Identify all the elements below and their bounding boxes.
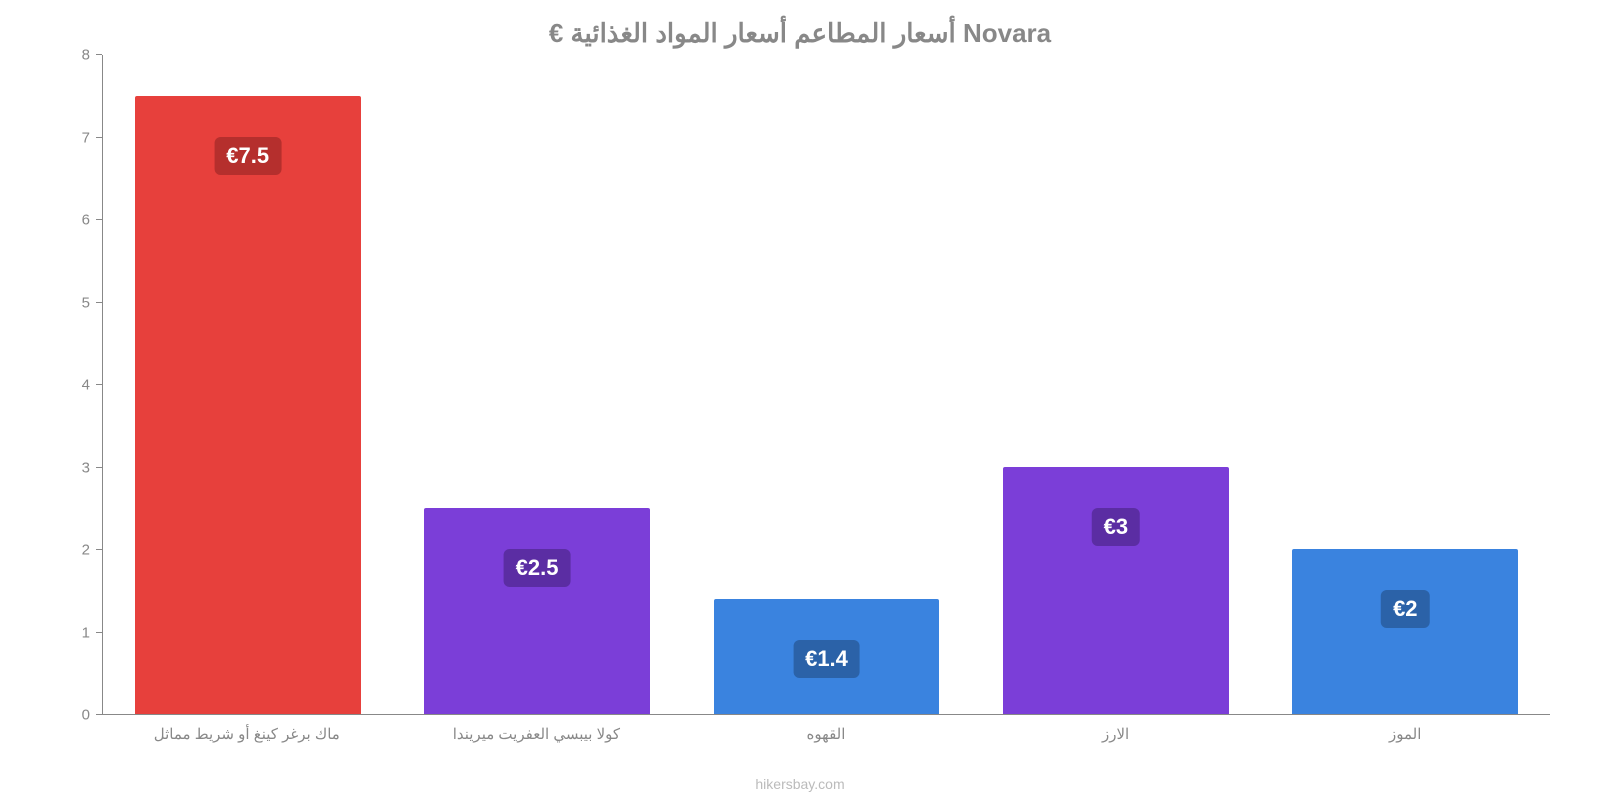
y-tick-label: 6 <box>60 212 90 229</box>
bar-value-label: €2.5 <box>504 549 571 587</box>
y-tick-label: 7 <box>60 129 90 146</box>
bar-value-label: €1.4 <box>793 640 860 678</box>
bar-slot: €7.5 <box>103 55 392 714</box>
attribution-text: hikersbay.com <box>0 776 1600 792</box>
bar-slot: €2.5 <box>392 55 681 714</box>
y-tick-label: 8 <box>60 47 90 64</box>
bar-value-label: €3 <box>1092 508 1140 546</box>
bar: €2 <box>1292 549 1518 714</box>
bar: €1.4 <box>714 599 940 714</box>
x-axis: ماك برغر كينغ أو شريط مماثلكولا بيبسي ال… <box>102 725 1550 743</box>
chart-title: € أسعار المطاعم أسعار المواد الغذائية No… <box>40 18 1560 49</box>
x-tick-label: كولا بيبسي العفريت ميريندا <box>392 725 682 743</box>
bar: €3 <box>1003 467 1229 714</box>
y-axis: 012345678 <box>60 55 96 715</box>
plot-area: €7.5 €2.5 €1.4 €3 €2 <box>102 55 1550 715</box>
bar-slot: €1.4 <box>682 55 971 714</box>
bar: €2.5 <box>424 508 650 714</box>
x-tick-label: ماك برغر كينغ أو شريط مماثل <box>102 725 392 743</box>
y-tick-label: 2 <box>60 542 90 559</box>
y-tick-label: 4 <box>60 377 90 394</box>
plot-wrap: 012345678 €7.5€2.5€1.4€3€2 ماك برغر كينغ… <box>60 55 1550 715</box>
bar-value-label: €7.5 <box>214 137 281 175</box>
bar-slot: €3 <box>971 55 1260 714</box>
y-tick-label: 0 <box>60 707 90 724</box>
x-tick-label: الارز <box>971 725 1261 743</box>
x-tick-label: القهوه <box>681 725 971 743</box>
chart-container: € أسعار المطاعم أسعار المواد الغذائية No… <box>0 0 1600 800</box>
y-tick-label: 5 <box>60 294 90 311</box>
bar-slot: €2 <box>1261 55 1550 714</box>
y-tick-label: 3 <box>60 459 90 476</box>
x-tick-label: الموز <box>1260 725 1550 743</box>
y-tick-label: 1 <box>60 624 90 641</box>
bar: €7.5 <box>135 96 361 714</box>
bars-row: €7.5 €2.5 €1.4 €3 €2 <box>103 55 1550 714</box>
bar-value-label: €2 <box>1381 590 1429 628</box>
